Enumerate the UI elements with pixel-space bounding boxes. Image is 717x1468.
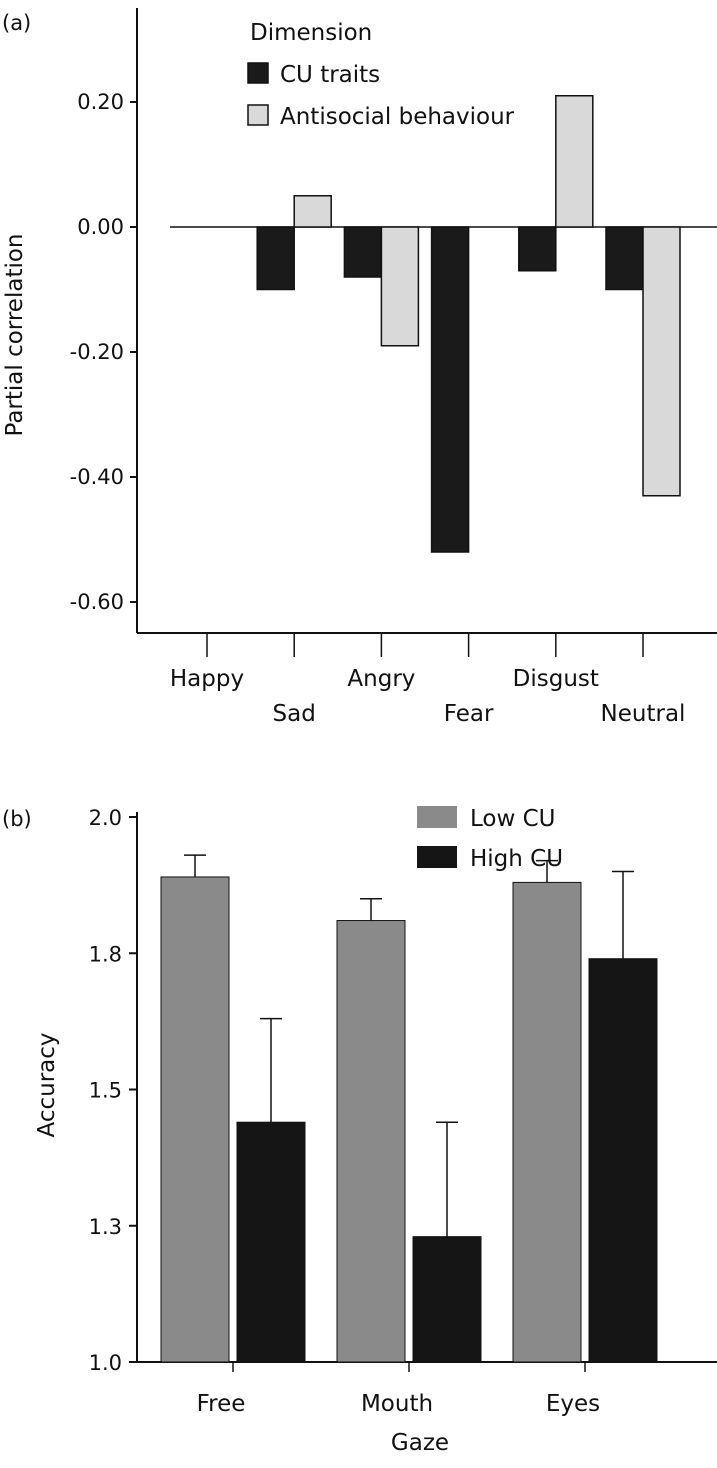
category-label-fear: Fear — [444, 701, 494, 727]
legend-label-high-cu: High CU — [470, 846, 563, 872]
panel-b-y-axis-label: Accuracy — [34, 1032, 60, 1137]
panel-b-y-tick-label: 1.3 — [89, 1215, 122, 1239]
panel-a-y-tick-label: -0.60 — [70, 590, 124, 614]
bar-cu-traits-angry — [343, 226, 383, 278]
panel-b-y-tick-label: 2.0 — [89, 806, 122, 830]
panel-a-label: (a) — [2, 11, 31, 35]
bar-high-cu-mouth — [412, 1236, 482, 1363]
legend-swatch-antisocial — [247, 104, 269, 126]
category-label-mouth: Mouth — [361, 1391, 433, 1417]
panel-a-legend: Dimension CU traits Antisocial behaviour — [247, 20, 515, 130]
bar-low-cu-free — [160, 876, 230, 1363]
bar-antisocial-behaviour-sad — [293, 195, 332, 228]
panel-a-y-tick-label: 0.00 — [77, 215, 124, 239]
legend-swatch-low-cu — [417, 806, 457, 828]
bar-cu-traits-disgust — [518, 226, 557, 272]
panel-b-y-tick-label: 1.8 — [89, 942, 122, 966]
legend-label-cu-traits: CU traits — [280, 62, 380, 88]
panel-a: (a) 0.20 0.00 -0.20 -0.40 -0.60 Happy Sad Angr… — [2, 8, 717, 727]
category-label-free: Free — [197, 1391, 246, 1417]
bar-cu-traits-sad — [256, 226, 295, 291]
panel-b-label: (b) — [2, 807, 32, 831]
category-label-disgust: Disgust — [513, 666, 599, 692]
category-label-angry: Angry — [347, 666, 415, 692]
bar-low-cu-mouth — [336, 920, 406, 1363]
category-label-neutral: Neutral — [601, 701, 686, 727]
bar-low-cu-eyes — [512, 881, 582, 1363]
category-label-happy: Happy — [170, 666, 244, 692]
legend-swatch-cu-traits — [247, 62, 269, 84]
panel-b-y-tick-label: 1.5 — [89, 1079, 122, 1103]
panel-b-x-axis-label: Gaze — [391, 1430, 449, 1456]
legend-swatch-high-cu — [417, 846, 457, 868]
bar-antisocial-behaviour-angry — [380, 226, 420, 347]
panel-b-y-tick-label: 1.0 — [89, 1351, 122, 1375]
bar-cu-traits-fear — [430, 226, 470, 553]
bar-antisocial-behaviour-disgust — [555, 95, 594, 228]
bar-antisocial-behaviour-neutral — [642, 226, 681, 497]
legend-label-low-cu: Low CU — [470, 806, 556, 832]
panel-a-y-tick-label: -0.20 — [70, 340, 124, 364]
panel-a-y-tick-label: 0.20 — [77, 90, 124, 114]
bar-high-cu-eyes — [588, 958, 658, 1363]
panel-a-y-tick-label: -0.40 — [70, 465, 124, 489]
panel-a-legend-title: Dimension — [250, 20, 372, 46]
category-label-eyes: Eyes — [546, 1391, 600, 1417]
bar-high-cu-free — [236, 1121, 306, 1363]
panel-b: (b) 2.0 1.8 1.5 1.3 1.0 Free Mouth Eyes Accura… — [2, 806, 717, 1456]
bar-cu-traits-neutral — [605, 226, 644, 291]
panel-b-legend: Low CU High CU — [417, 806, 563, 872]
category-label-sad: Sad — [273, 701, 316, 727]
panel-a-y-axis-label: Partial correlation — [2, 233, 28, 436]
legend-label-antisocial: Antisocial behaviour — [280, 104, 515, 130]
